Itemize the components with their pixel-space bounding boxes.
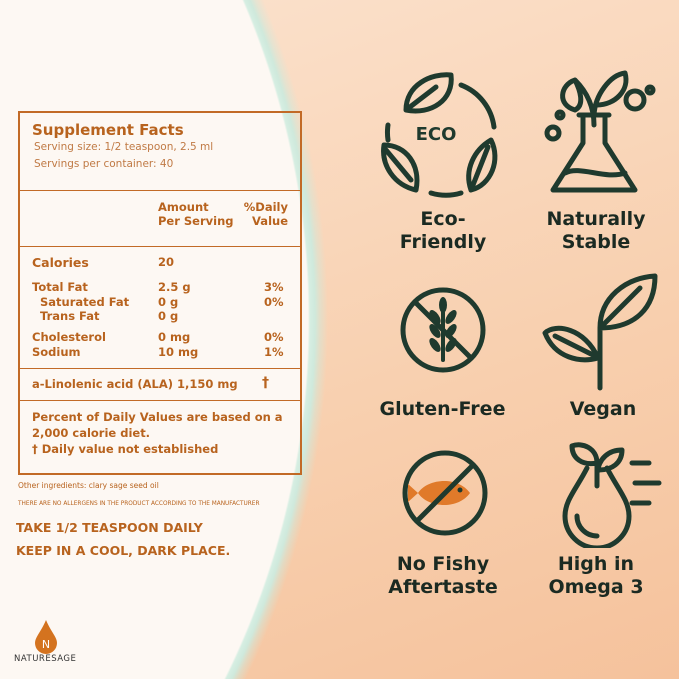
feature-label-naturally-stable: Naturally Stable (546, 208, 646, 253)
no-fish-icon (402, 450, 488, 536)
drop-logo-icon: N (35, 620, 57, 654)
nutrient-amount: 2.5 g (158, 280, 191, 294)
nutrient-name: Sodium (32, 345, 81, 359)
nutrient-amount: 20 (158, 255, 175, 269)
dv-note: Percent of Daily Values are based on a 2… (32, 410, 283, 440)
feature-label-eco-friendly: Eco- Friendly (399, 208, 487, 253)
nutrient-name: Trans Fat (40, 309, 100, 323)
nutrient-amount: 10 mg (158, 345, 199, 359)
flask-plant-icon (544, 70, 656, 193)
supplement-facts-panel: Supplement Facts Serving size: 1/2 teasp… (18, 111, 302, 475)
nutrient-dv: 1% (264, 345, 284, 359)
directions: TAKE 1/2 TEASPOON DAILY KEEP IN A COOL, D… (16, 520, 231, 558)
sprout-icon (542, 273, 658, 391)
nutrient-dv: 0% (264, 295, 284, 309)
oil-drop-plant-icon (562, 442, 662, 548)
nutrient-rows: Calories 20 Total Fat 2.5 g 3% Saturated Fat 0… (20, 247, 300, 369)
brand-logo: N NATURESAGE (14, 620, 84, 664)
nutrient-name: Calories (32, 255, 89, 270)
dagger-note: † Daily value not established (32, 442, 219, 456)
serving-size: Serving size: 1/2 teaspoon, 2.5 ml (34, 141, 214, 153)
eco-leaves-icon: ECO (381, 72, 498, 198)
dv-header: %Daily Value (243, 200, 288, 228)
servings-per-container: Servings per container: 40 (34, 158, 174, 170)
nutrient-amount: 0 g (158, 295, 179, 309)
svg-text:N: N (42, 638, 50, 651)
facts-title: Supplement Facts (32, 121, 184, 139)
ala-row: a-Linolenic acid (ALA) 1,150 mg (32, 377, 238, 391)
nutrient-amount: 0 g (158, 309, 179, 323)
ala-dv: † (262, 375, 269, 391)
nutrient-name: Total Fat (32, 280, 88, 294)
allergens-note: THERE ARE NO ALLERGENS IN THE PRODUCT AC… (18, 501, 260, 507)
nutrient-dv: 0% (264, 330, 284, 344)
no-wheat-icon (400, 287, 486, 373)
nutrient-amount: 0 mg (158, 330, 191, 344)
svg-text:ECO: ECO (416, 124, 457, 145)
feature-label-high-in-omega-3: High in Omega 3 (548, 553, 644, 598)
feature-label-vegan: Vegan (569, 398, 637, 420)
nutrient-dv: 3% (264, 280, 284, 294)
nutrient-name: Saturated Fat (40, 295, 130, 309)
feature-label-no-fishy-aftertaste: No Fishy Aftertaste (388, 553, 498, 598)
feature-label-gluten-free: Gluten-Free (379, 398, 506, 420)
nutrient-name: Cholesterol (32, 330, 106, 344)
amount-header: Amount Per Serving (158, 200, 234, 228)
other-ingredients: Other ingredients: clary sage seed oil (18, 481, 159, 490)
